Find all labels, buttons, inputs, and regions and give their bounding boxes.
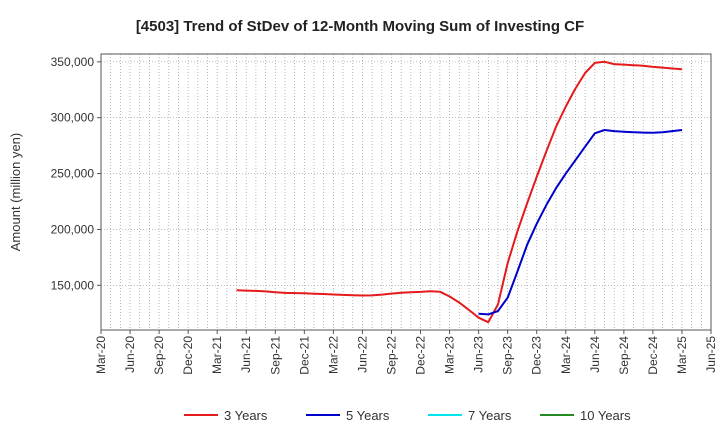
gridlines xyxy=(100,54,712,330)
x-tick-label: Sep-23 xyxy=(501,336,515,375)
y-tick-label: 300,000 xyxy=(51,111,95,125)
series-line-3-years xyxy=(236,60,683,324)
legend-label: 3 Years xyxy=(224,408,268,423)
x-tick-label: Dec-22 xyxy=(414,336,428,375)
plot-area xyxy=(100,53,712,331)
legend-label: 7 Years xyxy=(468,408,512,423)
x-tick-label: Sep-24 xyxy=(617,336,631,375)
y-tick-label: 250,000 xyxy=(51,167,95,181)
x-tick-label: Sep-21 xyxy=(268,336,282,375)
x-tick-label: Dec-21 xyxy=(297,336,311,375)
series-layer xyxy=(236,60,683,324)
y-axis-label: Amount (million yen) xyxy=(8,133,23,252)
x-tick-label: Mar-22 xyxy=(326,336,340,374)
legend: 3 Years 5 Years 7 Years 10 Years xyxy=(184,408,631,423)
legend-label: 10 Years xyxy=(580,408,631,423)
y-tick-label: 150,000 xyxy=(51,278,95,292)
legend-label: 5 Years xyxy=(346,408,390,423)
x-tick-label: Mar-21 xyxy=(210,336,224,374)
x-tick-label: Dec-24 xyxy=(646,336,660,375)
legend-item-10-years: 10 Years xyxy=(540,408,631,423)
x-tick-label: Jun-25 xyxy=(704,336,718,373)
x-tick-label: Sep-22 xyxy=(384,336,398,375)
x-tick-label: Jun-20 xyxy=(123,336,137,373)
chart-title: [4503] Trend of StDev of 12-Month Moving… xyxy=(136,18,584,35)
x-tick-label: Mar-20 xyxy=(94,336,108,374)
y-axis: 150,000 200,000 250,000 300,000 350,000 xyxy=(51,55,101,292)
x-tick-label: Dec-23 xyxy=(530,336,544,375)
x-tick-label: Mar-24 xyxy=(559,336,573,374)
x-tick-label: Jun-22 xyxy=(355,336,369,373)
series-line-5-years xyxy=(478,129,683,316)
legend-item-5-years: 5 Years xyxy=(306,408,390,423)
y-tick-label: 200,000 xyxy=(51,222,95,236)
x-tick-label: Mar-25 xyxy=(675,336,689,374)
x-tick-label: Sep-20 xyxy=(152,336,166,375)
x-tick-label: Mar-23 xyxy=(443,336,457,374)
x-tick-label: Jun-23 xyxy=(472,336,486,373)
x-tick-label: Jun-21 xyxy=(239,336,253,373)
y-tick-label: 350,000 xyxy=(51,55,95,69)
legend-item-3-years: 3 Years xyxy=(184,408,268,423)
x-axis: Mar-20 Jun-20 Sep-20 Dec-20 Mar-21 Jun-21 Sep-… xyxy=(94,330,718,375)
x-tick-label: Jun-24 xyxy=(588,336,602,373)
legend-item-7-years: 7 Years xyxy=(428,408,512,423)
x-tick-label: Dec-20 xyxy=(181,336,195,375)
